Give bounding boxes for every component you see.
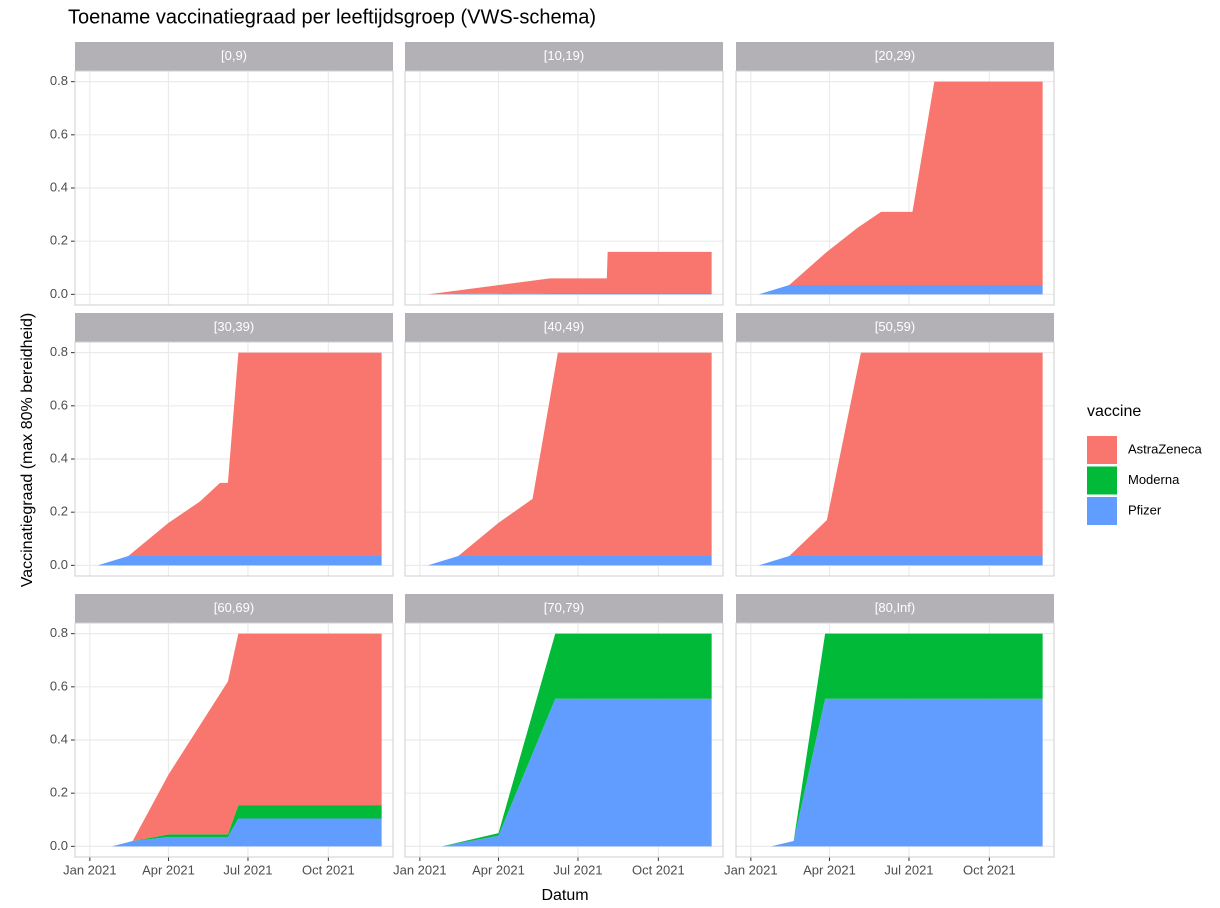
area <box>427 251 712 295</box>
panel-border <box>735 341 1055 577</box>
strip <box>405 594 723 623</box>
strip <box>75 594 393 623</box>
y-axis-label: Vaccinatiegraad (max 80% bereidheid) <box>19 313 36 588</box>
strip-label: [30,39) <box>214 319 254 334</box>
panel-border <box>404 70 724 306</box>
legend-key <box>1087 436 1117 464</box>
area <box>758 352 1043 566</box>
y-tick-label: 0.6 <box>50 397 68 412</box>
legend-key <box>1087 497 1117 525</box>
x-tick-label: Jul 2021 <box>884 862 933 877</box>
x-tick-label: Oct 2021 <box>302 862 355 877</box>
panel-border <box>735 622 1055 858</box>
y-tick-label: 0.0 <box>50 557 68 572</box>
legend-title: vaccine <box>1087 403 1141 420</box>
area <box>427 556 712 566</box>
area <box>111 818 382 847</box>
strip-label: [70,79) <box>544 600 584 615</box>
strip <box>405 42 723 71</box>
strip <box>75 42 393 71</box>
y-tick-label: 0.0 <box>50 286 68 301</box>
legend-label: Moderna <box>1128 472 1180 487</box>
panel-border <box>404 622 724 858</box>
y-tick-label: 0.2 <box>50 785 68 800</box>
area <box>427 293 712 295</box>
strip <box>405 313 723 342</box>
x-tick-label: Apr 2021 <box>472 862 525 877</box>
strip-label: [40,49) <box>544 319 584 334</box>
area <box>770 633 1043 847</box>
area <box>111 805 382 847</box>
area <box>770 698 1043 847</box>
x-tick-label: Jul 2021 <box>223 862 272 877</box>
strip <box>736 313 1054 342</box>
strip-label: [20,29) <box>875 48 915 63</box>
strip-label: [80,Inf) <box>875 600 915 615</box>
x-tick-label: Oct 2021 <box>632 862 685 877</box>
y-tick-label: 0.2 <box>50 233 68 248</box>
area <box>758 81 1043 295</box>
panel-border <box>74 70 394 306</box>
legend-key <box>1087 466 1117 495</box>
strip-label: [50,59) <box>875 319 915 334</box>
area <box>111 633 382 847</box>
x-tick-label: Jan 2021 <box>393 862 447 877</box>
y-tick-label: 0.8 <box>50 73 68 88</box>
strip <box>736 594 1054 623</box>
panel-border <box>74 622 394 858</box>
strip <box>736 42 1054 71</box>
x-axis-label: Datum <box>541 887 588 904</box>
strip-label: [10,19) <box>544 48 584 63</box>
area <box>758 285 1043 295</box>
panel-border <box>735 70 1055 306</box>
y-tick-label: 0.8 <box>50 625 68 640</box>
panel-border <box>404 341 724 577</box>
panel-border <box>74 341 394 577</box>
area <box>97 352 382 566</box>
legend-label: AstraZeneca <box>1128 441 1202 456</box>
y-tick-label: 0.6 <box>50 678 68 693</box>
x-tick-label: Oct 2021 <box>963 862 1016 877</box>
strip-label: [0,9) <box>221 48 247 63</box>
x-tick-label: Apr 2021 <box>803 862 856 877</box>
y-tick-label: 0.2 <box>50 504 68 519</box>
y-tick-label: 0.4 <box>50 731 68 746</box>
area <box>441 698 712 847</box>
area <box>427 352 712 566</box>
y-tick-label: 0.4 <box>50 179 68 194</box>
legend-label: Pfizer <box>1128 502 1162 517</box>
area <box>97 556 382 566</box>
x-tick-label: Jan 2021 <box>724 862 778 877</box>
y-tick-label: 0.6 <box>50 126 68 141</box>
area <box>758 556 1043 566</box>
x-tick-label: Jan 2021 <box>63 862 117 877</box>
strip-label: [60,69) <box>214 600 254 615</box>
y-tick-label: 0.4 <box>50 450 68 465</box>
y-tick-label: 0.8 <box>50 344 68 359</box>
x-tick-label: Apr 2021 <box>142 862 195 877</box>
strip <box>75 313 393 342</box>
y-tick-label: 0.0 <box>50 838 68 853</box>
area <box>441 633 712 847</box>
x-tick-label: Jul 2021 <box>553 862 602 877</box>
chart-title: Toename vaccinatiegraad per leeftijdsgro… <box>68 6 596 28</box>
